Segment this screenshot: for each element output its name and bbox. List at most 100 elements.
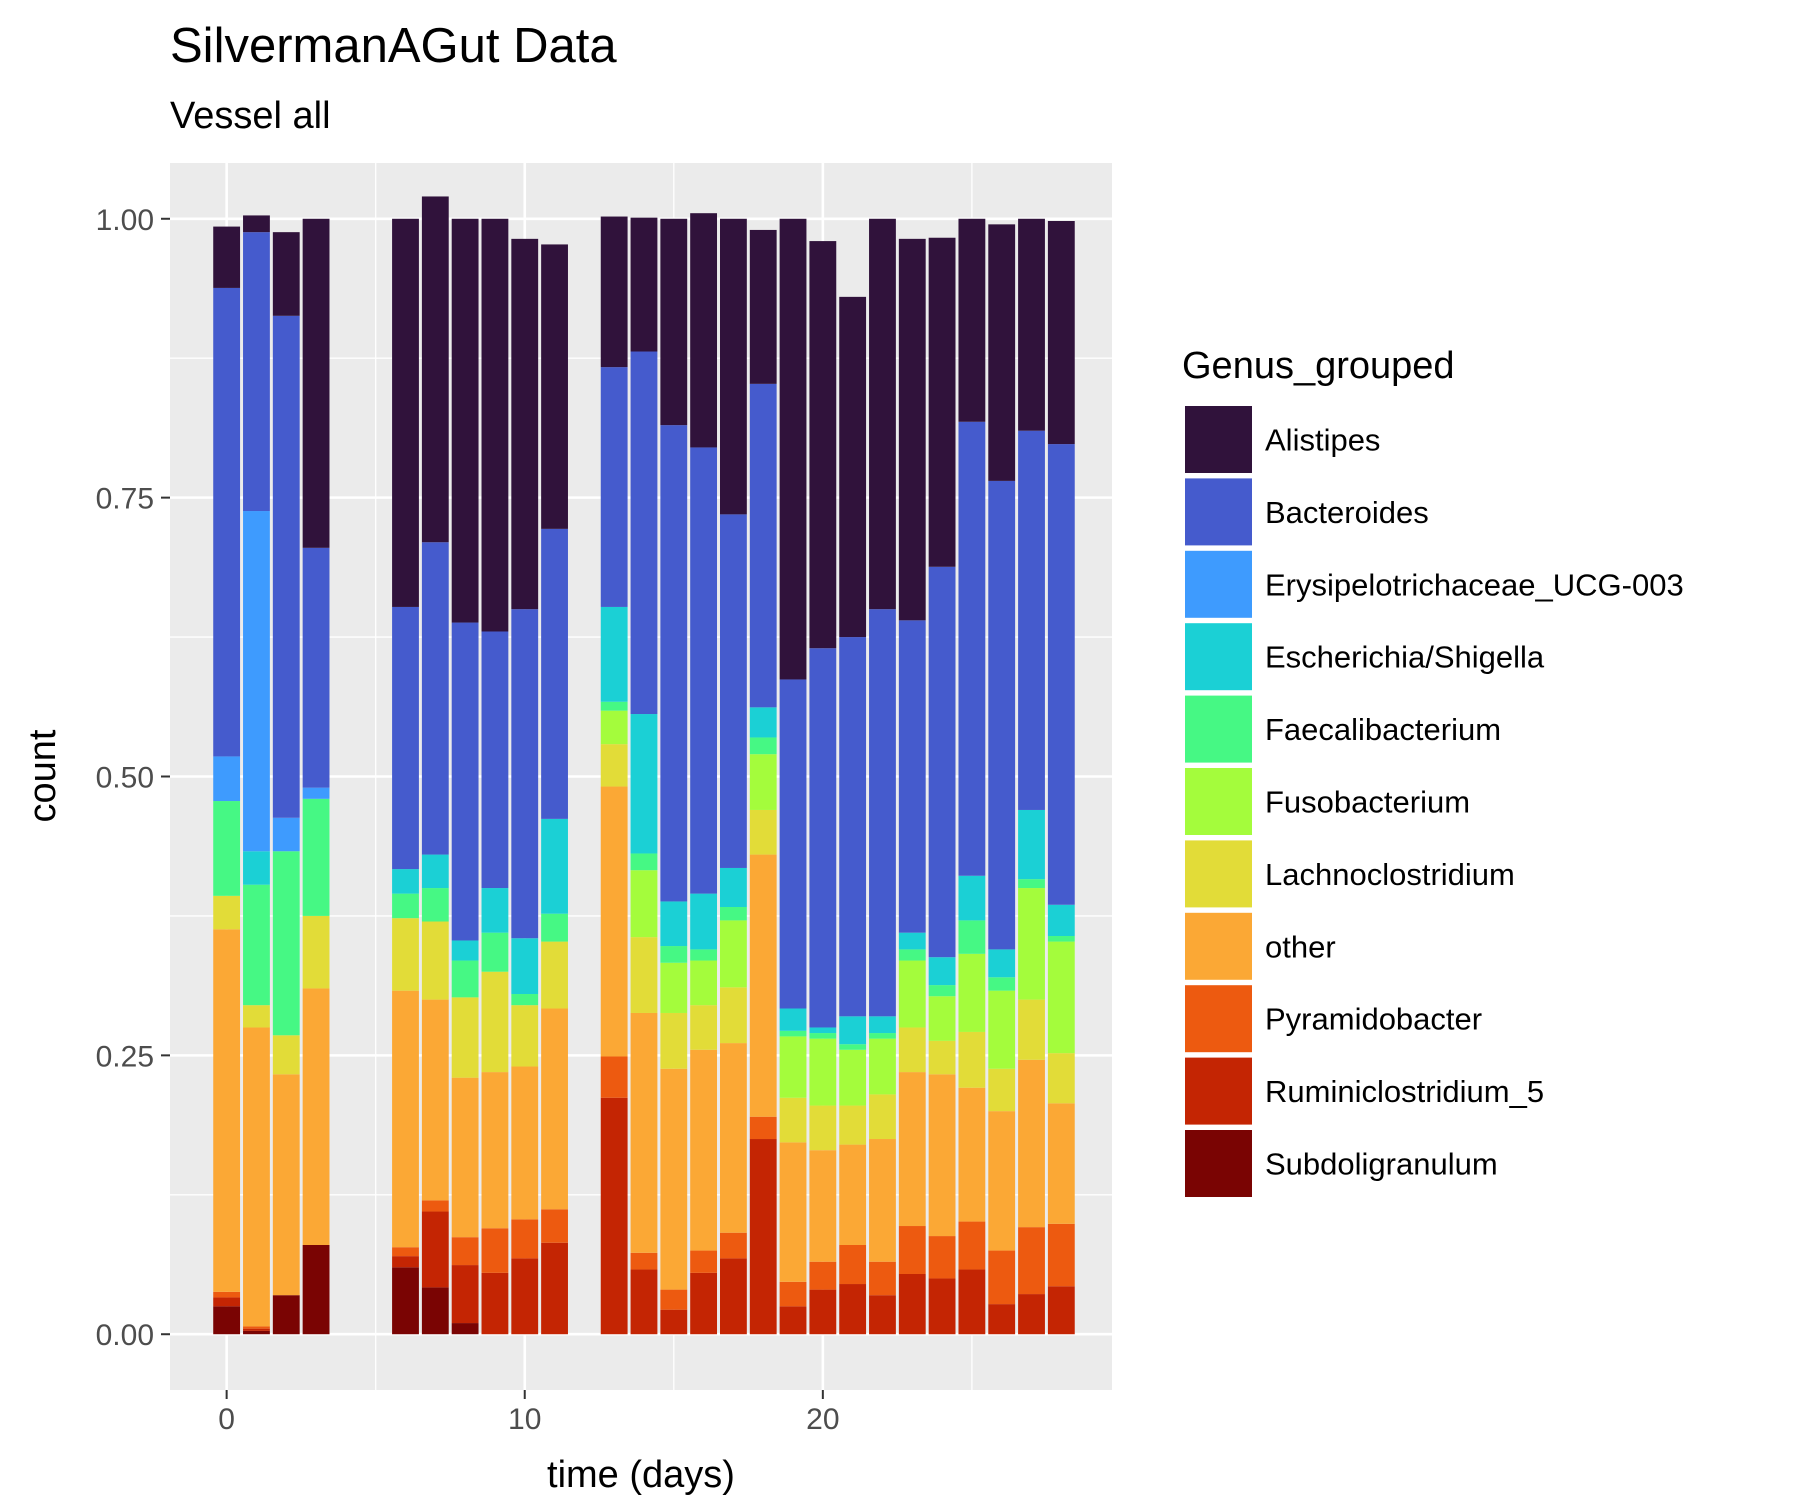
bar-segment (660, 946, 688, 963)
bar-segment (898, 1027, 926, 1073)
bar-segment (988, 1068, 1016, 1112)
bar-segment (243, 1330, 270, 1335)
bar-segment (421, 888, 449, 922)
y-tick-label: 0.25 (96, 1040, 154, 1073)
bar-segment (839, 1284, 867, 1335)
bar-segment (243, 1005, 270, 1028)
bar-segment (928, 1040, 956, 1075)
bar-segment (928, 985, 956, 997)
bar-segment (690, 1250, 718, 1273)
bar-segment (839, 296, 867, 638)
bar-segment (779, 218, 807, 680)
bar-segment (1047, 444, 1075, 905)
bar-segment (541, 941, 568, 1009)
bar-segment (1018, 1294, 1045, 1335)
bar-segment (809, 241, 837, 649)
bar-segment (809, 1105, 837, 1151)
bar-segment (958, 1269, 986, 1335)
bar-segment (988, 977, 1016, 991)
bar-segment (749, 229, 777, 384)
legend-label: Faecalibacterium (1265, 712, 1501, 747)
legend-swatch (1183, 1055, 1254, 1127)
bar-segment (660, 1289, 688, 1310)
bar-segment (839, 1144, 867, 1245)
bar-segment (898, 960, 926, 1028)
legend-swatch (1183, 766, 1254, 837)
bar-segment (869, 1038, 896, 1095)
bar-segment (630, 853, 658, 871)
bar-segment (213, 1297, 241, 1307)
bar-segment (779, 1030, 807, 1037)
bar-segment (421, 196, 449, 543)
bar-segment (958, 953, 986, 1032)
bar-segment (839, 1016, 867, 1045)
bar-segment (243, 1326, 270, 1329)
bar-segment (839, 1044, 867, 1050)
bar-segment (660, 1012, 688, 1069)
y-tick-label: 0.50 (96, 762, 154, 795)
bar-segment (749, 707, 777, 738)
bar-segment (779, 1036, 807, 1098)
bar-segment (1018, 809, 1045, 880)
bar-segment (1047, 1053, 1075, 1104)
bar-segment (392, 893, 419, 919)
bar-segment (541, 1242, 568, 1335)
bar-segment (451, 997, 479, 1078)
bar-segment (272, 1295, 300, 1335)
legend-swatch (1183, 910, 1254, 982)
bar-segment (302, 547, 330, 788)
bar-segment (988, 949, 1016, 978)
bar-segment (719, 867, 747, 908)
bar-segment (660, 1309, 688, 1335)
bar-segment (421, 1200, 449, 1212)
bar-segment (511, 938, 539, 995)
bar-segment (869, 1094, 896, 1140)
bar-segment (600, 216, 628, 368)
bar-segment (690, 1049, 718, 1251)
bar-segment (392, 869, 419, 894)
bar-segment (719, 987, 747, 1044)
bar-segment (809, 1150, 837, 1262)
bar-segment (541, 1209, 568, 1243)
bar-segment (243, 1328, 270, 1331)
bar-segment (630, 217, 658, 352)
bar-segment (213, 287, 241, 757)
bar-segment (898, 238, 926, 621)
bar-segment (451, 1323, 479, 1335)
bar-segment (243, 884, 270, 1006)
bar-segment (272, 315, 300, 818)
bar-segment (869, 218, 896, 610)
bar-segment (541, 1008, 568, 1210)
bar-segment (988, 990, 1016, 1069)
bar-segment (481, 1228, 509, 1273)
bar-segment (690, 1005, 718, 1050)
y-tick-label: 0.00 (96, 1319, 154, 1352)
bar-segment (958, 1221, 986, 1270)
bar-segment (809, 648, 837, 1028)
bar-segment (392, 218, 419, 607)
x-tick-label: 20 (806, 1403, 839, 1436)
bar-segment (988, 224, 1016, 481)
legend-label: Bacteroides (1265, 495, 1429, 530)
bar-segment (302, 1244, 330, 1335)
bar-segment (481, 888, 509, 933)
bar-segment (1018, 430, 1045, 810)
bar-segment (600, 701, 628, 711)
bar-segment (719, 514, 747, 868)
bar-segment (928, 996, 956, 1041)
bar-segment (928, 957, 956, 986)
bar-segment (511, 1258, 539, 1335)
bar-segment (213, 756, 241, 802)
bar-segment (481, 218, 509, 632)
bar-segment (690, 949, 718, 961)
bar-segment (243, 232, 270, 512)
bar-segment (1047, 941, 1075, 1054)
chart-subtitle: Vessel all (170, 95, 331, 137)
bar-segment (630, 1012, 658, 1253)
bar-segment (869, 1295, 896, 1335)
bar-segment (660, 1068, 688, 1290)
x-tick-label: 10 (508, 1403, 541, 1436)
bar-segment (988, 480, 1016, 950)
bar-segment (421, 542, 449, 855)
